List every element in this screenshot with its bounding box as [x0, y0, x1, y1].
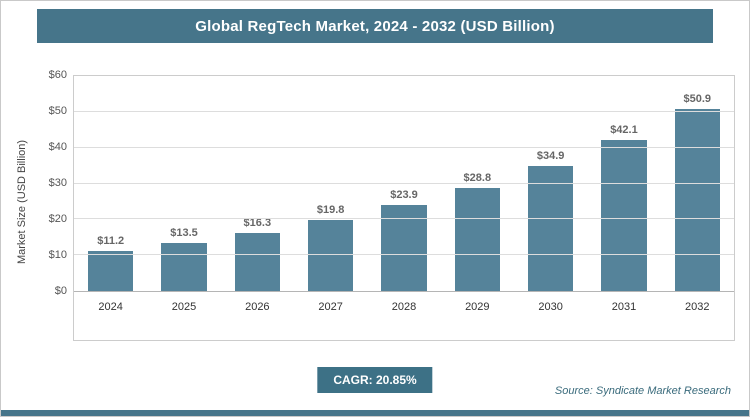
bar — [87, 250, 134, 291]
y-tick-label: $20 — [48, 213, 67, 226]
bar-column: $16.3 — [221, 76, 294, 291]
gridline — [74, 146, 734, 148]
bars-row: $11.2 $13.5 $16.3 $19.8 $23.9 $28.8 $34.9 $42.1… — [74, 76, 734, 291]
bar-column: $34.9 — [514, 76, 587, 291]
gridline — [74, 182, 734, 184]
bar — [674, 108, 721, 291]
bar-column: $19.8 — [294, 76, 367, 291]
bar-column: $28.8 — [441, 76, 514, 291]
bar-value-label: $23.9 — [390, 189, 418, 202]
x-tick-label: 2030 — [538, 301, 563, 313]
bar-column: $42.1 — [587, 76, 660, 291]
x-tick-label: 2028 — [391, 301, 417, 313]
bar-value-label: $16.3 — [243, 216, 272, 229]
bar — [307, 220, 354, 291]
bar-value-label: $34.9 — [536, 149, 565, 162]
bar — [454, 187, 501, 291]
bar-value-label: $19.8 — [316, 204, 345, 217]
bar-column: $23.9 — [367, 76, 440, 291]
bar — [234, 232, 281, 291]
x-tick-label: 2031 — [611, 301, 637, 313]
x-tick-label: 2029 — [465, 301, 490, 313]
y-tick-label: $40 — [48, 141, 67, 154]
chart-area: Market Size (USD Billion) $0 $10 $20 $30 $40… — [11, 63, 735, 341]
chart-title: Global RegTech Market, 2024 - 2032 (USD … — [195, 17, 555, 35]
bar — [601, 140, 647, 291]
bar — [161, 242, 207, 291]
chart-header: Global RegTech Market, 2024 - 2032 (USD … — [37, 9, 713, 43]
bar-value-label: $13.5 — [170, 226, 198, 239]
y-axis-title: Market Size (USD Billion) — [16, 139, 28, 265]
bottom-accent-bar — [1, 410, 749, 416]
x-tick-label: 2024 — [98, 301, 123, 313]
bar-column: $13.5 — [147, 76, 220, 291]
y-tick-label: $50 — [48, 105, 67, 117]
bar-column: $50.9 — [661, 76, 734, 291]
bar — [381, 205, 427, 291]
y-tick-label: $0 — [54, 285, 67, 297]
gridline — [74, 110, 734, 112]
y-tick-label: $30 — [48, 177, 67, 189]
y-tick-label: $10 — [48, 249, 67, 262]
bar-value-label: $42.1 — [610, 124, 638, 137]
cagr-badge: CAGR: 20.85% — [317, 367, 433, 393]
gridline — [74, 218, 734, 220]
chart-footer: CAGR: 20.85% Source: Syndicate Market Re… — [1, 361, 749, 401]
x-tick-label: 2032 — [685, 301, 710, 313]
bar-value-label: $50.9 — [683, 92, 712, 105]
x-tick-label: 2026 — [245, 301, 270, 313]
y-tick-label: $60 — [48, 69, 67, 81]
x-tick-label: 2025 — [171, 301, 197, 313]
x-axis-tick-labels: 2024 2025 2026 2027 2028 2029 2030 2031 2032 — [74, 292, 734, 322]
bar-value-label: $28.8 — [463, 171, 492, 184]
plot-box: $11.2 $13.5 $16.3 $19.8 $23.9 $28.8 $34.9 $42.1… — [73, 75, 735, 341]
bar — [527, 165, 574, 291]
bar-value-label: $11.2 — [97, 234, 125, 247]
bar-column: $11.2 — [74, 76, 147, 291]
source-text: Source: Syndicate Market Research — [554, 385, 731, 397]
gridline — [74, 254, 734, 256]
y-axis-tick-labels: $0 $10 $20 $30 $40 $50 $60 — [33, 69, 73, 297]
x-tick-label: 2027 — [318, 301, 343, 313]
plot-area: $11.2 $13.5 $16.3 $19.8 $23.9 $28.8 $34.9 $42.1… — [74, 76, 734, 292]
